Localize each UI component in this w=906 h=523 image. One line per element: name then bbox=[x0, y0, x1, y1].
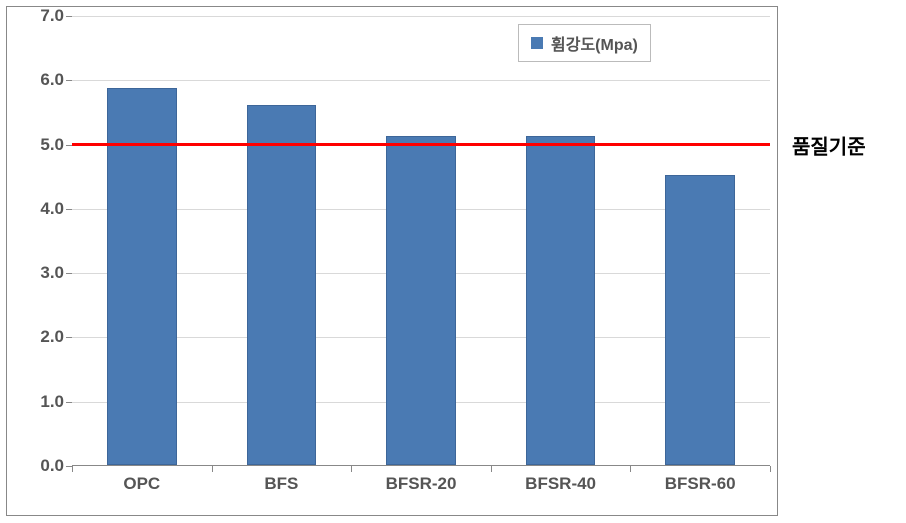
x-tick-label: BFSR-20 bbox=[386, 474, 457, 494]
plot-area bbox=[72, 16, 770, 466]
x-tick-mark bbox=[212, 466, 213, 472]
gridline bbox=[72, 16, 770, 17]
y-tick-label: 5.0 bbox=[14, 135, 64, 155]
x-tick-mark bbox=[770, 466, 771, 472]
y-tick-label: 3.0 bbox=[14, 263, 64, 283]
y-tick-mark bbox=[66, 80, 72, 81]
y-tick-label: 1.0 bbox=[14, 392, 64, 412]
x-tick-label: BFSR-40 bbox=[525, 474, 596, 494]
bar bbox=[665, 175, 735, 465]
x-tick-label: OPC bbox=[123, 474, 160, 494]
legend-label: 휨강도(Mpa) bbox=[551, 31, 638, 55]
legend: 휨강도(Mpa) bbox=[518, 24, 651, 62]
bar bbox=[247, 105, 317, 465]
y-tick-label: 7.0 bbox=[14, 6, 64, 26]
y-tick-label: 4.0 bbox=[14, 199, 64, 219]
y-tick-mark bbox=[66, 273, 72, 274]
y-tick-label: 0.0 bbox=[14, 456, 64, 476]
x-tick-label: BFS bbox=[264, 474, 298, 494]
y-tick-mark bbox=[66, 16, 72, 17]
x-tick-mark bbox=[72, 466, 73, 472]
bar bbox=[386, 136, 456, 465]
chart-container: 휨강도(Mpa) 품질기준 0.0 1.0 2.0 3.0 4.0 5.0 6.0 7.0 OP… bbox=[0, 0, 906, 523]
x-tick-mark bbox=[630, 466, 631, 472]
reference-line bbox=[72, 143, 770, 146]
gridline bbox=[72, 80, 770, 81]
y-tick-mark bbox=[66, 209, 72, 210]
y-tick-mark bbox=[66, 402, 72, 403]
reference-line-label: 품질기준 bbox=[792, 130, 866, 159]
x-tick-mark bbox=[491, 466, 492, 472]
legend-swatch bbox=[531, 37, 543, 49]
y-tick-label: 6.0 bbox=[14, 70, 64, 90]
x-tick-mark bbox=[351, 466, 352, 472]
bar bbox=[526, 136, 596, 465]
x-tick-label: BFSR-60 bbox=[665, 474, 736, 494]
y-tick-label: 2.0 bbox=[14, 327, 64, 347]
y-tick-mark bbox=[66, 337, 72, 338]
